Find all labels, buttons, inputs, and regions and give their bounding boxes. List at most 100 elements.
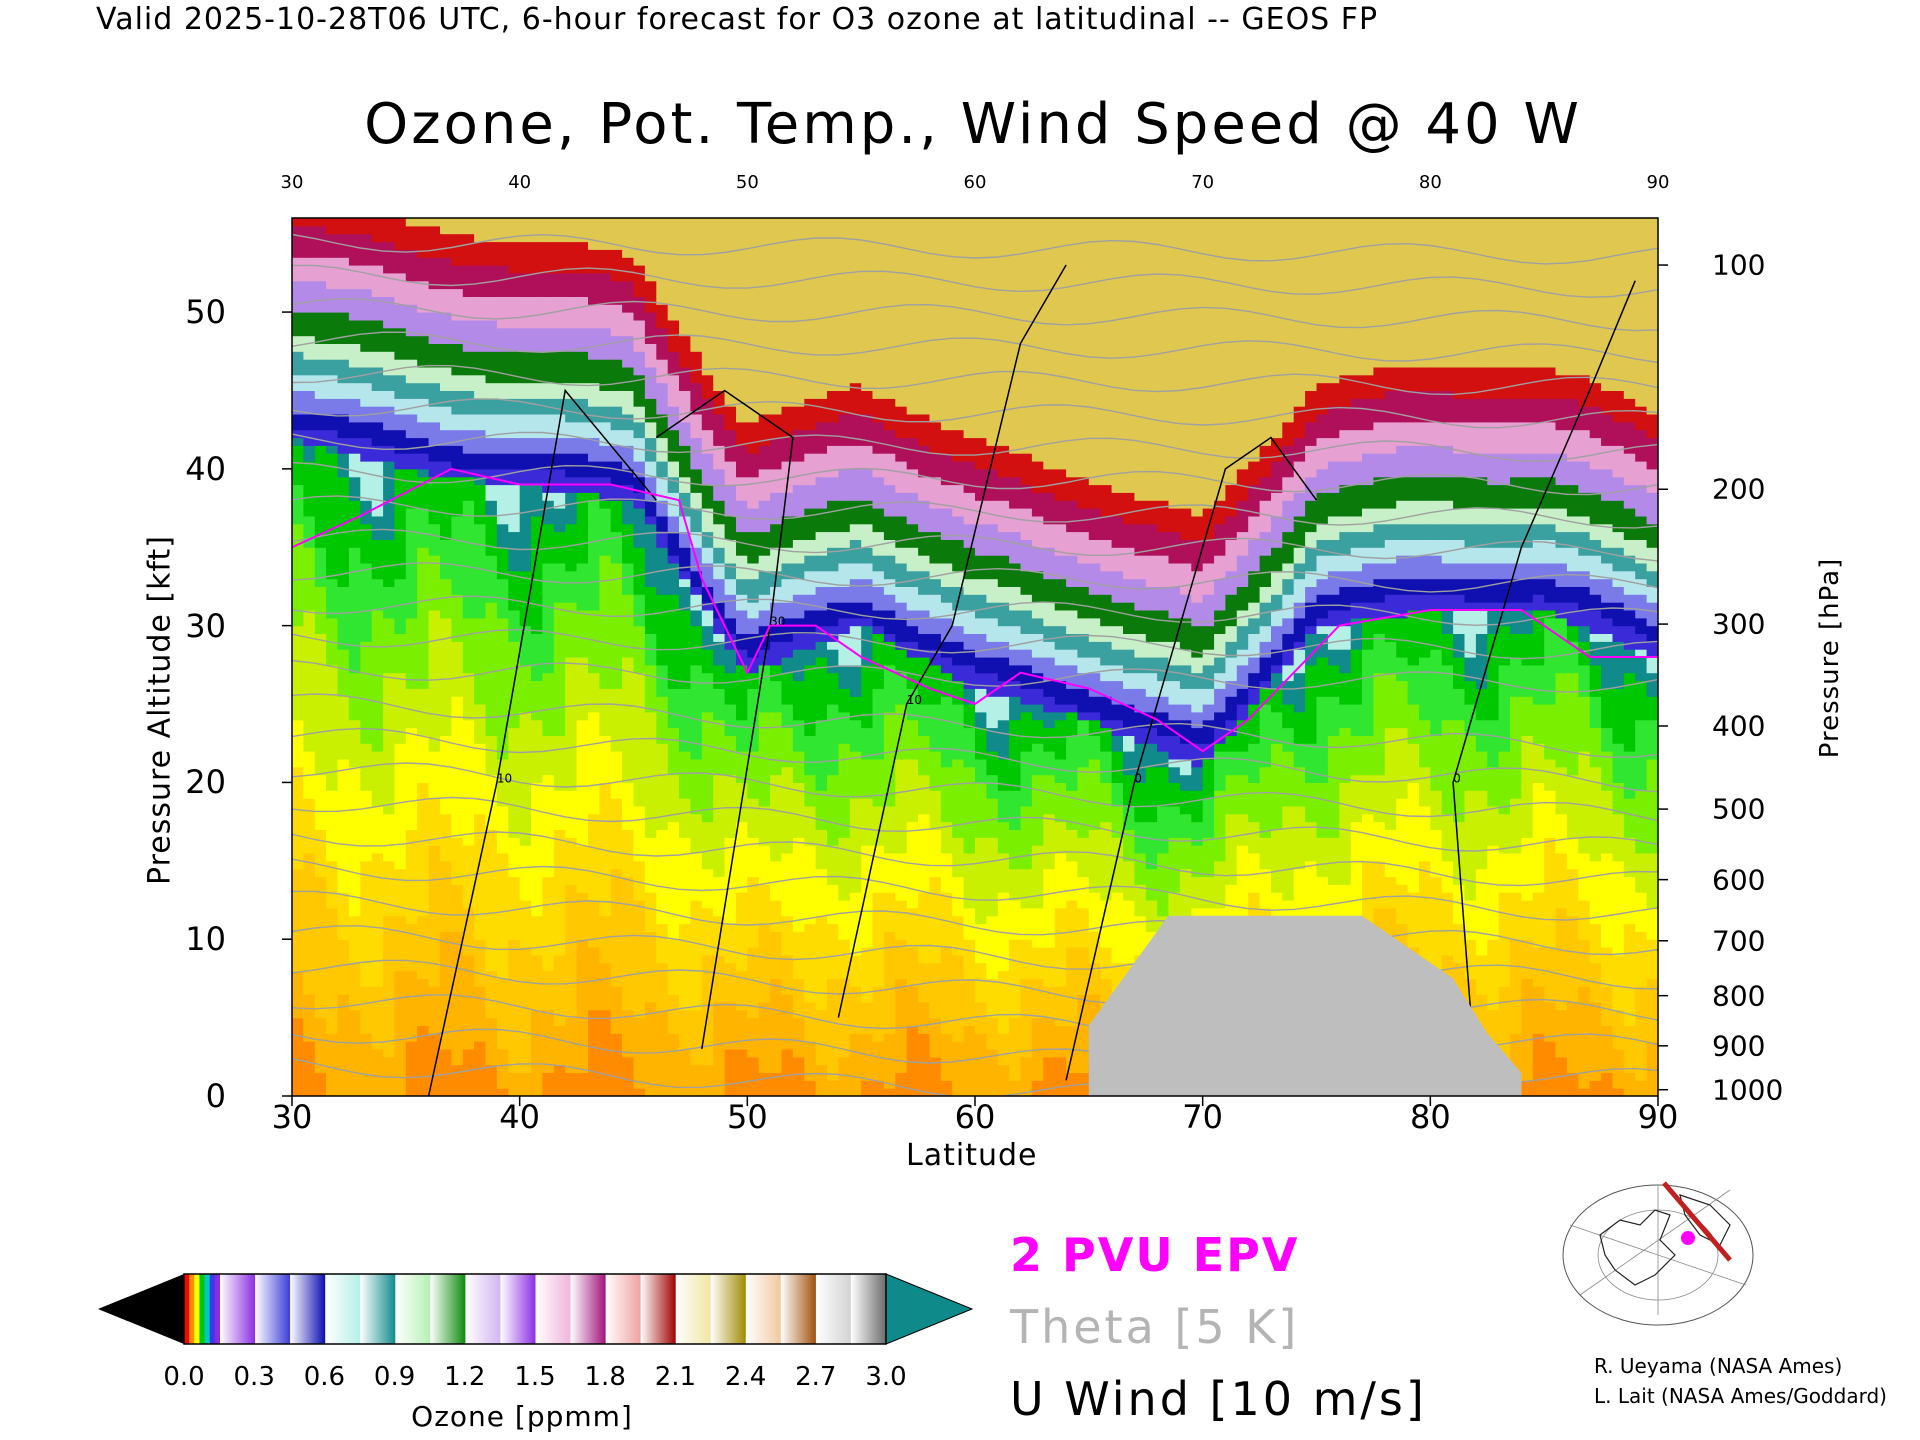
ozone-cell [713,484,726,493]
ozone-cell [599,406,612,415]
ozone-cell [622,312,635,321]
ozone-cell [792,970,805,979]
ozone-cell [474,570,487,580]
ozone-cell [508,743,521,752]
ozone-cell [644,680,657,689]
ozone-cell [394,578,407,587]
ozone-cell [531,837,543,846]
ozone-cell [553,555,566,564]
ozone-cell [747,1064,760,1073]
ozone-cell [292,1001,304,1011]
ozone-cell [542,578,555,587]
ozone-cell [440,758,452,768]
ozone-cell [736,743,748,752]
ozone-cell [360,766,373,776]
ozone-cell [656,986,669,995]
ozone-cell [667,947,680,956]
ozone-cell [474,296,487,305]
ozone-cell [451,288,464,297]
ozone-cell [781,468,794,478]
ozone-cell [519,249,532,258]
ozone-cell [428,429,441,439]
ozone-cell [348,649,361,658]
ozone-cell [565,272,578,282]
ozone-cell [474,382,487,391]
ozone-cell [394,414,407,423]
ozone-cell [542,335,555,344]
ozone-cell [656,610,669,619]
ozone-cell [462,390,475,399]
ozone-cell [690,821,703,830]
ozone-cell [656,633,669,642]
ozone-cell [644,366,657,376]
ozone-cell [428,758,441,768]
ozone-cell [348,351,361,360]
ozone-cell [679,437,691,446]
ozone-cell [576,986,589,995]
ozone-cell [542,805,555,815]
ozone-cell [656,845,669,854]
ozone-cell [394,586,407,595]
ozone-cell [576,382,589,391]
ozone-cell [633,1009,646,1019]
ozone-cell [781,1001,794,1011]
ozone-cell [337,312,350,321]
ozone-cell [758,476,771,486]
ozone-cell [713,374,726,384]
ozone-cell [474,508,487,517]
ozone-cell [508,954,521,964]
ozone-cell [736,892,748,901]
ozone-cell [371,515,384,525]
ozone-cell [417,257,430,266]
ozone-cell [713,343,726,352]
ozone-cell [462,1064,475,1073]
ozone-cell [724,539,737,548]
ozone-cell [348,359,361,368]
ozone-cell [758,429,771,439]
ozone-cell [701,931,714,940]
ozone-cell [758,586,771,595]
ozone-cell [383,570,396,580]
ozone-cell [462,970,475,979]
ozone-cell [292,1064,304,1073]
ozone-cell [599,296,612,305]
ozone-cell [383,539,396,548]
ozone-cell [656,617,669,627]
ozone-cell [519,265,532,274]
ozone-cell [292,374,304,384]
ozone-cell [770,1001,783,1011]
ozone-cell [770,429,783,439]
ozone-cell [542,923,555,932]
ozone-cell [428,602,441,611]
ozone-cell [440,515,452,525]
ozone-cell [599,907,612,917]
ozone-cell [713,280,726,290]
ozone-cell [736,884,748,893]
ozone-cell [371,821,384,830]
ozone-cell [428,468,441,478]
ozone-cell [428,939,441,948]
ozone-cell [542,398,555,407]
ozone-cell [519,280,532,290]
ozone-cell [758,1080,771,1089]
ozone-cell [667,962,680,972]
ozone-cell [792,782,805,791]
ozone-cell [599,594,612,603]
ozone-cell [713,727,726,736]
ozone-cell [610,319,623,329]
ozone-cell [792,829,805,838]
ozone-cell [622,398,635,407]
ozone-cell [360,947,373,956]
ozone-cell [644,508,657,517]
ozone-cell [371,805,384,815]
ozone-cell [417,805,430,815]
ozone-cell [519,382,532,391]
ozone-cell [701,813,714,823]
ozone-cell [599,461,612,470]
ozone-cell [383,664,396,674]
ozone-cell [428,884,441,893]
ozone-cell [428,751,441,760]
ozone-cell [348,398,361,407]
ozone-cell [485,594,498,603]
ozone-cell [428,343,441,352]
